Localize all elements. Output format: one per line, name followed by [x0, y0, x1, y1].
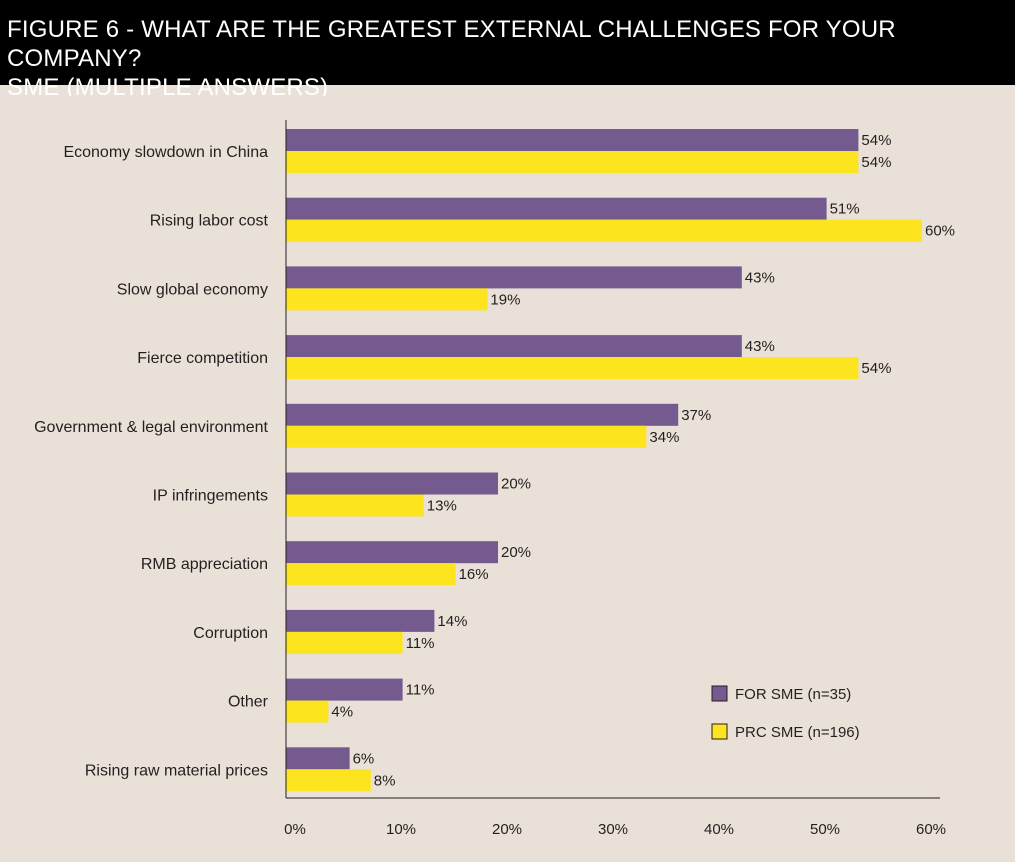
bar-for-sme — [286, 266, 742, 289]
x-tick-label: 0% — [284, 821, 306, 838]
data-label: 54% — [861, 360, 891, 377]
data-label: 51% — [830, 201, 860, 218]
x-tick-label: 60% — [916, 821, 946, 838]
bar-prc-sme — [286, 357, 859, 380]
data-label: 13% — [427, 498, 457, 515]
bar-for-sme — [286, 403, 679, 426]
legend-swatch-for-sme — [711, 685, 728, 702]
bar-prc-sme — [286, 769, 371, 792]
data-label: 8% — [374, 772, 396, 789]
figure-title-line-1: FIGURE 6 - WHAT ARE THE GREATEST EXTERNA… — [7, 16, 896, 72]
bar-prc-sme — [286, 288, 488, 311]
bar-prc-sme — [286, 700, 329, 723]
category-label: RMB appreciation — [141, 556, 268, 573]
bar-for-sme — [286, 335, 742, 358]
data-label: 20% — [501, 476, 531, 493]
data-label: 6% — [353, 750, 375, 767]
bar-chart: 54% 54% Economy slowdown in China 51% 60% Ris… — [34, 120, 955, 838]
bar-for-sme — [286, 541, 498, 564]
data-label: 19% — [490, 291, 520, 308]
data-label: 11% — [406, 635, 435, 652]
x-tick-label: 40% — [704, 821, 734, 838]
category-label: Corruption — [193, 625, 268, 642]
x-tick-label: 10% — [386, 821, 416, 838]
figure-header: FIGURE 6 - WHAT ARE THE GREATEST EXTERNA… — [0, 0, 1015, 101]
category-label: Rising raw material prices — [85, 762, 268, 779]
bar-prc-sme — [286, 563, 456, 586]
bar-for-sme — [286, 197, 827, 220]
category-label: Other — [228, 694, 269, 711]
data-label: 54% — [861, 154, 891, 171]
category-label: Government & legal environment — [34, 419, 268, 436]
bar-prc-sme — [286, 494, 424, 517]
bar-prc-sme — [286, 425, 647, 448]
data-label: 37% — [681, 407, 711, 424]
x-tick-label: 30% — [598, 821, 628, 838]
data-label: 34% — [649, 429, 679, 446]
data-label: 14% — [437, 613, 467, 630]
bar-for-sme — [286, 747, 350, 770]
legend-label: FOR SME (n=35) — [735, 686, 851, 703]
bar-for-sme — [286, 472, 498, 495]
data-label: 20% — [501, 544, 531, 561]
bar-for-sme — [286, 129, 859, 151]
data-label: 4% — [331, 704, 353, 721]
data-label: 43% — [745, 269, 775, 286]
bar-for-sme — [286, 609, 435, 632]
data-label: 11% — [406, 682, 435, 699]
category-label: Rising labor cost — [150, 213, 269, 230]
category-label: Slow global economy — [117, 281, 268, 298]
x-tick-label: 50% — [810, 821, 840, 838]
category-label: Fierce competition — [137, 350, 268, 367]
x-tick-label: 20% — [492, 821, 522, 838]
bar-for-sme — [286, 678, 403, 701]
legend-label: PRC SME (n=196) — [735, 724, 860, 741]
figure-title: FIGURE 6 - WHAT ARE THE GREATEST EXTERNA… — [7, 15, 1007, 102]
data-label: 16% — [459, 566, 489, 583]
data-label: 43% — [745, 338, 775, 355]
legend-swatch-prc-sme — [711, 723, 728, 740]
data-label: 60% — [925, 223, 955, 240]
category-label: IP infringements — [153, 488, 268, 505]
bar-prc-sme — [286, 219, 922, 242]
data-label: 54% — [861, 132, 891, 149]
category-label: Economy slowdown in China — [63, 144, 268, 161]
chart-panel: 54% 54% Economy slowdown in China 51% 60% Ris… — [0, 96, 1015, 862]
bar-prc-sme — [286, 151, 859, 173]
bar-prc-sme — [286, 631, 403, 654]
